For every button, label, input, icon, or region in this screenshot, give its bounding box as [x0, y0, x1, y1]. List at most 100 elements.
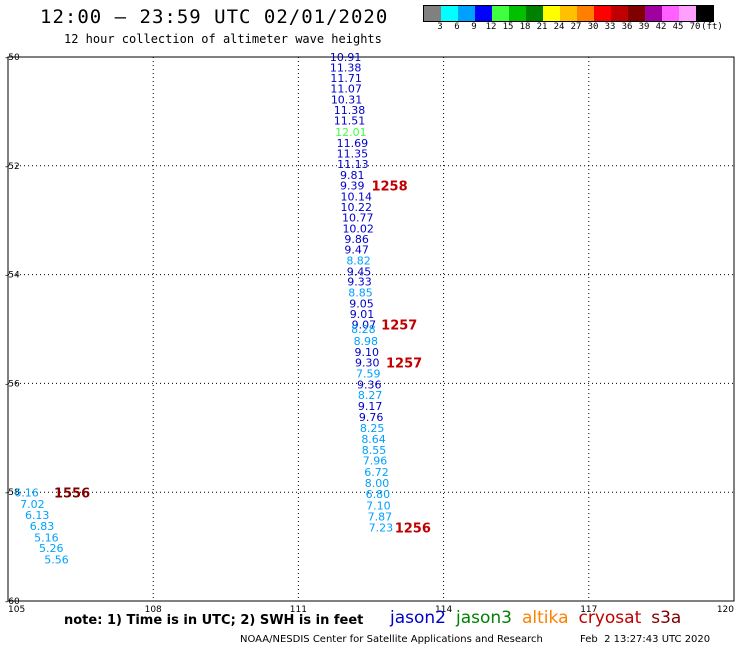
wave-height-value: 9.81: [340, 169, 365, 182]
satellite-legend: jason2 jason3 altika cryosat s3a: [390, 608, 691, 628]
wave-height-value: 8.98: [354, 335, 379, 348]
wave-height-value: 11.51: [334, 115, 366, 128]
color-swatch: [475, 6, 492, 21]
wave-height-value: 7.23: [369, 522, 394, 535]
wave-height-value: 11.69: [337, 137, 369, 150]
wave-height-value: 9.30: [355, 357, 380, 370]
color-scale-label: 3: [437, 22, 443, 32]
color-scale-label: 27: [570, 22, 582, 32]
wave-height-value: 9.33: [347, 276, 372, 289]
wave-height-value: 10.77: [342, 211, 374, 224]
wave-height-value: 9.47: [344, 244, 369, 257]
wave-height-value: 6.13: [25, 509, 50, 522]
wave-height-value: 8.85: [348, 287, 373, 300]
wave-height-value: 11.38: [334, 104, 366, 117]
color-scale-label: 24: [553, 22, 565, 32]
wave-height-value: 11.38: [330, 61, 362, 74]
wave-height-value: 8.55: [362, 444, 387, 457]
color-swatch: [509, 6, 526, 21]
y-tick-label: -50: [5, 53, 20, 63]
wave-height-value: 8.28: [351, 323, 376, 336]
color-swatch: [594, 6, 611, 21]
wave-height-value: 7.59: [356, 368, 381, 381]
wave-height-value: 6.72: [364, 466, 389, 479]
y-tick-label: -58: [5, 488, 20, 498]
wave-height-value: 9.01: [350, 308, 375, 321]
legend-item-jason3: jason3: [456, 608, 512, 628]
x-tick-label: 105: [8, 605, 25, 615]
wave-height-value: 11.13: [337, 158, 369, 171]
wave-height-value: 9.86: [344, 233, 369, 246]
wave-height-value: 5.56: [44, 554, 69, 567]
legend-item-cryosat: cryosat: [578, 608, 642, 628]
y-tick-label: -52: [5, 162, 20, 172]
wave-height-value: 8.64: [361, 433, 386, 446]
wave-height-value: 6.83: [30, 520, 54, 533]
pass-time-label: 1257: [386, 357, 422, 372]
wave-height-value: 9.45: [347, 265, 372, 278]
axis-tick-labels: 105 108 111 114 117 120 -50 -52 -54 -56 -58 -60: [5, 53, 734, 615]
wave-height-value: 9.36: [357, 378, 382, 391]
plot-grid: [8, 57, 734, 601]
color-scale-bar: [423, 5, 714, 22]
wave-height-value: 5.16: [34, 531, 59, 544]
credit-text: NOAA/NESDIS Center for Satellite Applica…: [240, 634, 543, 645]
x-tick-label: 117: [580, 605, 597, 615]
color-scale-label: 33: [604, 22, 616, 32]
wave-height-value: 7.96: [363, 455, 388, 468]
wave-height-value: 9.39: [340, 179, 365, 192]
x-tick-label: 114: [435, 605, 452, 615]
x-tick-label: 111: [290, 605, 307, 615]
chart-title: 12:00 – 23:59 UTC 02/01/2020: [40, 6, 389, 28]
color-scale-label: 21: [536, 22, 548, 32]
wave-height-value: 11.71: [330, 72, 362, 85]
color-scale-label: 36: [621, 22, 633, 32]
x-tick-label: 120: [717, 605, 734, 615]
wave-height-value: 11.07: [330, 83, 362, 96]
color-swatch: [577, 6, 594, 21]
wave-height-value: 9.07: [352, 319, 377, 332]
pass-time-label: 1256: [395, 522, 431, 537]
wave-height-value: 10.91: [330, 51, 362, 64]
color-swatch: [560, 6, 577, 21]
color-swatch: [492, 6, 509, 21]
color-swatch: [611, 6, 628, 21]
color-scale-label: 39: [638, 22, 650, 32]
legend-item-altika: altika: [522, 608, 569, 628]
wave-height-value: 5.26: [39, 542, 64, 555]
color-swatch: [662, 6, 679, 21]
color-swatch: [526, 6, 543, 21]
color-swatch: [441, 6, 458, 21]
wave-height-value: 10.02: [342, 222, 374, 235]
color-swatch: [696, 6, 713, 21]
pass-time-labels: 1258 1257 1257 1256 1556: [54, 179, 431, 536]
color-scale-label: 6: [454, 22, 460, 32]
wave-height-value: 9.76: [359, 411, 384, 424]
wave-height-value: 7.10: [366, 499, 391, 512]
wave-height-value: 7.02: [20, 498, 44, 511]
color-scale-label: 42: [655, 22, 667, 32]
wave-height-value: 11.35: [337, 147, 369, 160]
pass-time-label: 1556: [54, 487, 90, 502]
wave-height-value: 10.22: [341, 201, 373, 214]
y-tick-label: -60: [5, 597, 20, 607]
color-scale-label: 15: [502, 22, 514, 32]
wave-height-value: 8.00: [365, 477, 390, 490]
legend-item-jason2: jason2: [390, 608, 446, 628]
plot-frame: [7, 56, 735, 602]
wave-height-values: 10.9111.3811.7111.0710.3111.3811.5112.01…: [14, 51, 393, 567]
y-tick-label: -54: [5, 271, 20, 281]
wave-height-value: 8.27: [358, 389, 383, 402]
legend-item-s3a: s3a: [651, 608, 682, 628]
color-swatch: [543, 6, 560, 21]
x-tick-label: 108: [145, 605, 162, 615]
wave-height-value: 9.17: [358, 400, 383, 413]
wave-height-value: 12.01: [335, 126, 367, 139]
color-scale-label: 18: [519, 22, 531, 32]
wave-height-value: 10.14: [341, 190, 373, 203]
color-swatch: [424, 6, 441, 21]
footer-note: note: 1) Time is in UTC; 2) SWH is in fe…: [64, 613, 364, 628]
wave-height-value: 9.05: [349, 297, 374, 310]
wave-height-value: 6.16: [14, 487, 39, 500]
color-swatch: [645, 6, 662, 21]
